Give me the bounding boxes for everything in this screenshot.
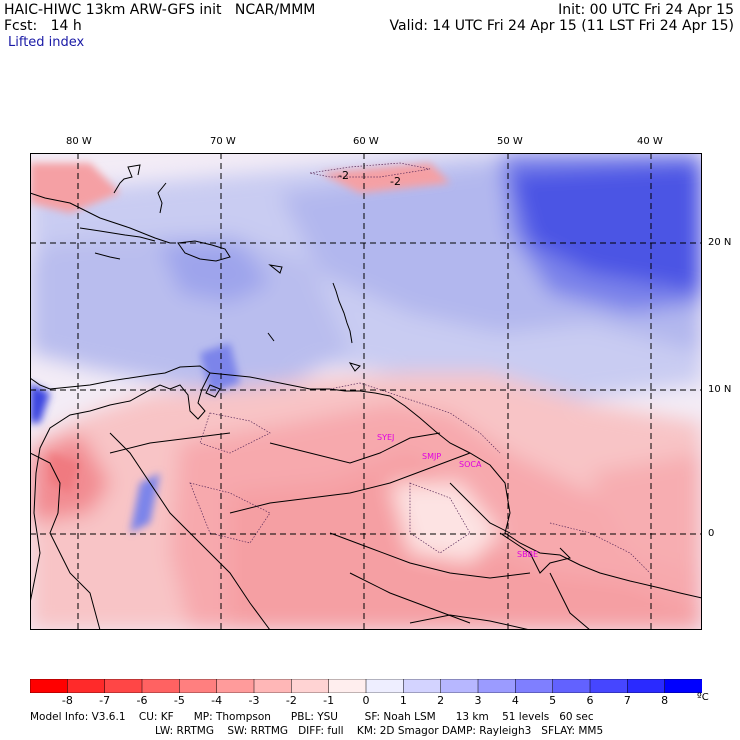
field-name: Lifted index: [8, 35, 85, 50]
init-time: Init: 00 UTC Fri 24 Apr 15: [558, 2, 734, 18]
colorbar-label: 7: [623, 694, 631, 707]
colorbar-label: -8: [61, 694, 73, 707]
colorbar-swatch: [664, 679, 702, 693]
colorbar-label: -6: [136, 694, 148, 707]
colorbar-label: 0: [362, 694, 370, 707]
colorbar-label: -2: [285, 694, 297, 707]
colorbar-label: 2: [437, 694, 445, 707]
lat-label-10n: 10 N: [708, 384, 732, 395]
lon-label-80w: 80 W: [66, 136, 92, 147]
colorbar-swatch: [30, 679, 69, 693]
model-title: HAIC-HIWC 13km ARW-GFS init NCAR/MMM: [4, 2, 316, 18]
model-info-line2: LW: RRTMG SW: RRTMG DIFF: full KM: 2D Sm…: [155, 725, 604, 737]
li-contours: [189, 162, 651, 574]
colorbar-swatch: [328, 679, 367, 693]
colorbar-swatch: [365, 679, 405, 693]
colorbar-label: -4: [211, 694, 223, 707]
colorbar-label: 5: [549, 694, 557, 707]
station-label: SMJP: [422, 452, 441, 461]
forecast-hour: Fcst: 14 h: [4, 18, 82, 34]
station-label: SYEJ: [377, 433, 394, 442]
colorbar-swatch: [104, 679, 143, 693]
colorbar-swatch: [403, 679, 442, 693]
lon-label-70w: 70 W: [210, 136, 236, 147]
colorbar-swatch: [589, 679, 629, 693]
lon-label-60w: 60 W: [353, 136, 379, 147]
colorbar-swatch: [291, 679, 330, 693]
contour-label: -2: [338, 169, 349, 182]
colorbar-label: 6: [586, 694, 594, 707]
colorbar-swatch: [67, 679, 106, 693]
colorbar-swatch: [216, 679, 255, 693]
colorbar-swatch: [515, 679, 554, 693]
colorbar-label: -3: [248, 694, 260, 707]
colorbar: [30, 679, 702, 693]
colorbar-label: 4: [511, 694, 519, 707]
colorbar-swatch: [477, 679, 517, 693]
map-border: [30, 153, 702, 630]
contour-label: -2: [390, 175, 401, 188]
lat-label-20n: 20 N: [708, 237, 732, 248]
station-label: SBBE: [517, 550, 538, 559]
station-label: SOCA: [459, 460, 482, 469]
colorbar-label: -5: [173, 694, 185, 707]
colorbar-unit: ºC: [697, 692, 709, 703]
colorbar-swatch: [440, 679, 479, 693]
valid-time: Valid: 14 UTC Fri 24 Apr 15 (11 LST Fri …: [389, 18, 734, 34]
colorbar-swatch: [141, 679, 181, 693]
colorbar-label: -1: [323, 694, 335, 707]
lifted-index-map: -2 -2 SYEJ SMJP SOCA SBBE: [30, 153, 702, 630]
colorbar-label: -7: [99, 694, 111, 707]
colorbar-swatch: [179, 679, 218, 693]
colorbar-label: 8: [661, 694, 669, 707]
colorbar-swatch: [552, 679, 591, 693]
lon-label-40w: 40 W: [637, 136, 663, 147]
colorbar-label: 3: [474, 694, 482, 707]
coastlines: [30, 164, 702, 630]
colorbar-swatch: [253, 679, 293, 693]
colorbar-label: 1: [399, 694, 407, 707]
colorbar-swatch: [627, 679, 666, 693]
model-info-line1: Model Info: V3.6.1 CU: KF MP: Thompson P…: [30, 711, 594, 723]
lat-label-equator: 0: [708, 528, 715, 539]
latlon-grid: [30, 153, 702, 630]
lon-label-50w: 50 W: [497, 136, 523, 147]
